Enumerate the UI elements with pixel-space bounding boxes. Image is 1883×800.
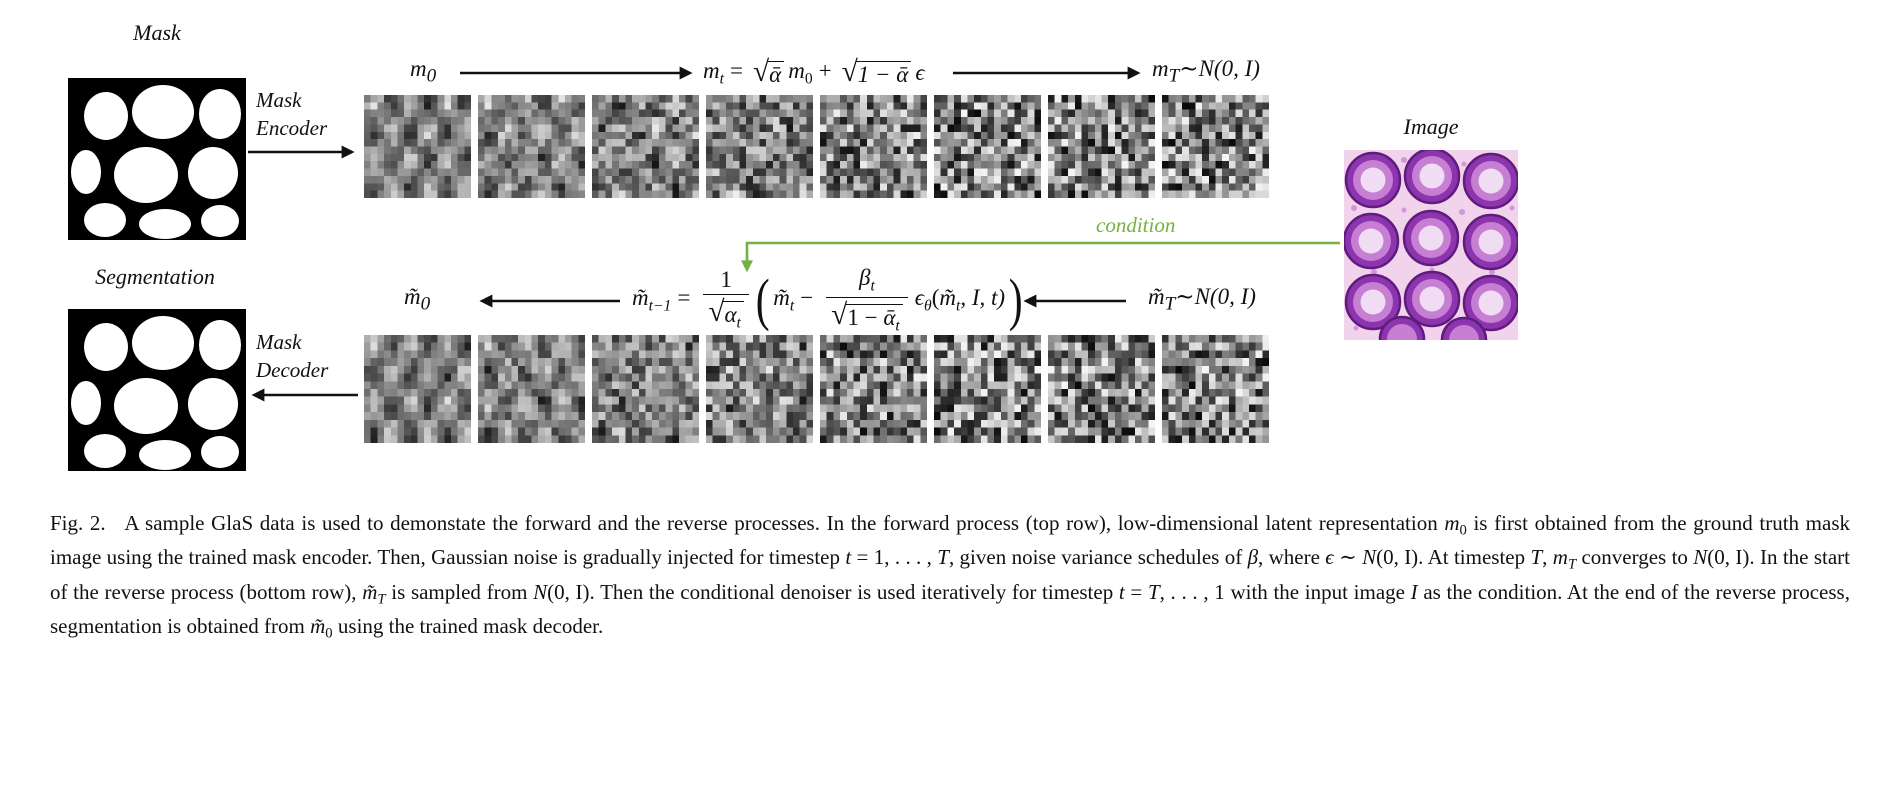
forward-epsilon: ϵ: [915, 60, 924, 86]
reverse-formula: m̃t−1 = 1 √ αt ( m̃t − βt √ 1 − ᾱt ϵθ(m̃t, I…: [630, 258, 1024, 342]
forward-m0-label: m0: [410, 56, 436, 88]
left-paren: (: [756, 275, 770, 324]
mask-decoder-line1: Mask: [256, 328, 328, 356]
mask-image: [68, 78, 246, 240]
noise-tile: [706, 335, 813, 443]
image-label: Image: [1344, 114, 1518, 140]
mask-encoder-label: Mask Encoder: [256, 86, 327, 142]
noise-tile: [364, 95, 471, 198]
reverse-noise-row: [364, 335, 1269, 443]
reverse-mt-term: m̃t −: [773, 285, 819, 316]
condition-label: condition: [1096, 213, 1175, 238]
noise-tile: [478, 95, 585, 198]
segmentation-label: Segmentation: [45, 264, 265, 290]
figure-caption: Fig. 2. A sample GlaS data is used to de…: [50, 510, 1850, 648]
noise-tile: [1048, 335, 1155, 443]
one-over-sqrt-alpha-t: 1 √ αt: [703, 267, 749, 333]
noise-tile: [934, 335, 1041, 443]
noise-tile: [478, 335, 585, 443]
sqrt-one-minus-alpha-bar: √ 1 − ᾱ: [842, 58, 912, 88]
mask-encoder-line1: Mask: [256, 86, 327, 114]
mask-label: Mask: [68, 20, 246, 46]
mask-encoder-line2: Encoder: [256, 114, 327, 142]
denoiser-term: ϵθ(m̃t, I, t): [915, 285, 1005, 316]
segmentation-image: [68, 308, 246, 472]
mask-decoder-label: Mask Decoder: [256, 328, 328, 384]
noise-tile: [592, 95, 699, 198]
gland-structures: [1344, 150, 1518, 340]
noise-tile: [364, 335, 471, 443]
noise-tile: [1162, 335, 1269, 443]
forward-noise-row: [364, 95, 1269, 198]
histology-image: [1344, 150, 1518, 340]
sqrt-alpha-bar: √ ᾱ: [753, 58, 784, 88]
noise-tile: [820, 335, 927, 443]
noise-tile: [820, 95, 927, 198]
reverse-mT-label: m̃T∼N(0, I): [1148, 284, 1256, 316]
forward-mT-label: mT∼N(0, I): [1152, 56, 1260, 88]
noise-tile: [1162, 95, 1269, 198]
forward-lhs: mt =: [703, 58, 749, 89]
reverse-lhs: m̃t−1 =: [632, 285, 696, 316]
forward-m0-term: m0 +: [788, 58, 837, 89]
noise-tile: [706, 95, 813, 198]
beta-over-sqrt-term: βt √ 1 − ᾱt: [826, 265, 908, 335]
reverse-m0-label: m̃0: [404, 284, 430, 316]
mask-decoder-line2: Decoder: [256, 356, 328, 384]
right-paren: ): [1009, 275, 1023, 324]
noise-tile: [592, 335, 699, 443]
paper-figure-page: Mask Mask Encoder Segmentation: [0, 0, 1883, 800]
forward-formula: mt = √ ᾱ m0 + √ 1 − ᾱ ϵ: [701, 50, 927, 96]
noise-tile: [934, 95, 1041, 198]
noise-tile: [1048, 95, 1155, 198]
